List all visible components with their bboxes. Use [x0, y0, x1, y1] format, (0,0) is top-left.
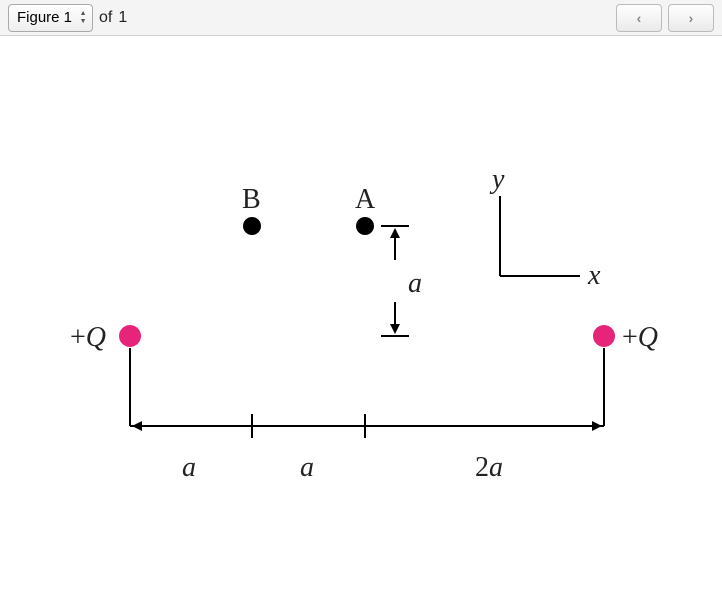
- vdim-a-label: a: [408, 268, 422, 299]
- figure-select-dropdown[interactable]: Figure 1 ▲ ▼: [8, 4, 93, 32]
- hdim-label-1: a: [300, 452, 314, 483]
- figure-toolbar: Figure 1 ▲ ▼ of 1 ‹ ›: [0, 0, 722, 36]
- physics-diagram: x y a B A +Q +Q a a 2a: [0, 36, 722, 606]
- dropdown-label: Figure 1: [17, 9, 72, 26]
- stepper-icon: ▲ ▼: [76, 7, 90, 29]
- point-A-label: A: [355, 184, 376, 215]
- point-B-label: B: [242, 184, 261, 215]
- diagram-canvas: x y a B A +Q +Q a a 2a: [0, 36, 722, 606]
- axis-x-label: x: [587, 260, 601, 291]
- hdim-label-2: 2a: [475, 452, 503, 483]
- chevron-left-icon: ‹: [637, 10, 642, 26]
- chevron-down-icon: ▼: [76, 18, 90, 25]
- point-B: [243, 217, 261, 235]
- axis-y-label: y: [489, 164, 505, 195]
- charge-right-label: +Q: [622, 322, 658, 353]
- charge-left: [119, 325, 141, 347]
- charge-right: [593, 325, 615, 347]
- figure-total: 1: [118, 9, 127, 27]
- of-label: of: [99, 9, 112, 27]
- prev-figure-button[interactable]: ‹: [616, 4, 662, 32]
- charge-left-label: +Q: [70, 322, 106, 353]
- point-A: [356, 217, 374, 235]
- next-figure-button[interactable]: ›: [668, 4, 714, 32]
- chevron-up-icon: ▲: [76, 10, 90, 17]
- chevron-right-icon: ›: [689, 10, 694, 26]
- hdim-label-0: a: [182, 452, 196, 483]
